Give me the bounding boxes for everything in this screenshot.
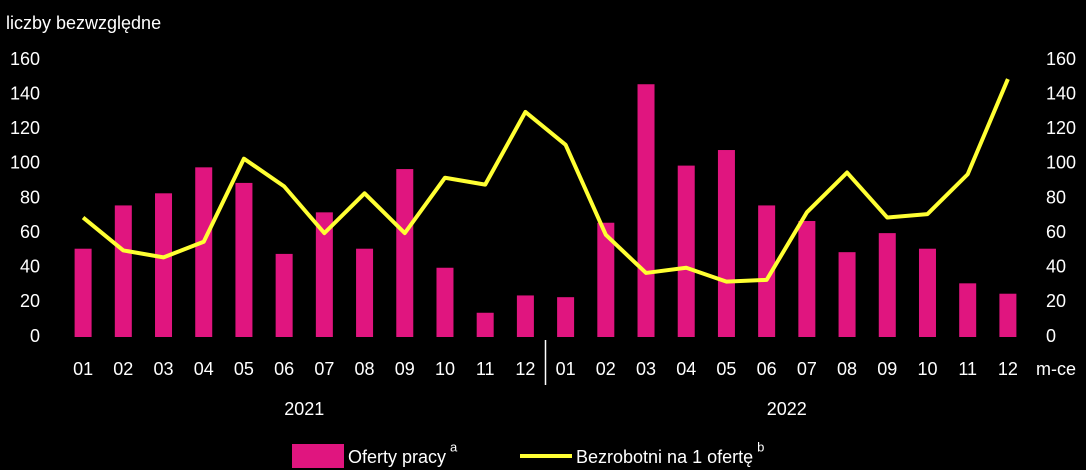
x-tick-label: 12	[998, 359, 1018, 379]
bar	[878, 233, 896, 337]
x-tick-label: 08	[355, 359, 375, 379]
bar	[476, 312, 494, 337]
y-axis-label: liczby bezwzględne	[6, 13, 161, 33]
bar	[677, 165, 695, 337]
y-tick-label: 0	[30, 326, 40, 346]
x-tick-label: 07	[797, 359, 817, 379]
bar	[235, 182, 253, 337]
bar	[918, 248, 936, 337]
x-tick-label: 04	[194, 359, 214, 379]
bar	[155, 193, 173, 337]
y-tick-label: 140	[10, 83, 40, 103]
y-tick-label: 80	[20, 187, 40, 207]
x-tick-label: 06	[274, 359, 294, 379]
x-tick-label: 02	[113, 359, 133, 379]
legend-label: Oferty pracy	[348, 447, 446, 467]
year-label: 2021	[284, 399, 324, 419]
x-tick-label: 09	[877, 359, 897, 379]
line	[81, 78, 1010, 284]
year-label: 2022	[767, 399, 807, 419]
x-tick-label: 11	[958, 359, 977, 379]
bar	[798, 221, 816, 337]
y-tick-label: 40	[20, 257, 40, 277]
x-tick-label: 03	[154, 359, 174, 379]
bar	[74, 248, 92, 337]
y2-tick-label: 160	[1046, 49, 1076, 69]
x-tick-label: 04	[676, 359, 696, 379]
x-tick-label: 02	[596, 359, 616, 379]
legend-label: Bezrobotni na 1 ofertę	[576, 447, 753, 467]
y2-tick-label: 0	[1046, 326, 1056, 346]
bar	[275, 253, 293, 337]
x-axis-label: m-ce	[1036, 359, 1076, 379]
bar	[396, 169, 414, 337]
legend-superscript: a	[450, 439, 458, 454]
y-tick-label: 120	[10, 118, 40, 138]
bar	[315, 212, 333, 337]
y2-tick-label: 80	[1046, 187, 1066, 207]
y2-tick-label: 60	[1046, 222, 1066, 242]
y-tick-label: 20	[20, 291, 40, 311]
y2-tick-label: 120	[1046, 118, 1076, 138]
y-tick-label: 60	[20, 222, 40, 242]
bar	[195, 167, 213, 337]
y2-tick-label: 100	[1046, 153, 1076, 173]
x-tick-label: 07	[314, 359, 334, 379]
bar	[516, 295, 534, 337]
x-tick-label: 08	[837, 359, 857, 379]
y2-tick-label: 40	[1046, 257, 1066, 277]
y-tick-label: 100	[10, 153, 40, 173]
bar	[959, 283, 977, 337]
x-tick-label: 01	[73, 359, 93, 379]
x-tick-label: 06	[757, 359, 777, 379]
y2-tick-label: 20	[1046, 291, 1066, 311]
x-tick-label: 10	[917, 359, 937, 379]
x-tick-label: 12	[515, 359, 535, 379]
x-tick-label: 05	[234, 359, 254, 379]
x-tick-label: 03	[636, 359, 656, 379]
bar	[717, 150, 735, 337]
bar	[758, 205, 776, 337]
bar	[597, 222, 615, 337]
bar	[114, 205, 132, 337]
x-tick-label: 01	[556, 359, 576, 379]
bar	[436, 267, 454, 337]
y2-tick-label: 140	[1046, 83, 1076, 103]
x-tick-label: 11	[476, 359, 495, 379]
bar	[557, 297, 575, 337]
bar	[356, 248, 374, 337]
legend-superscript: b	[757, 439, 764, 454]
x-tick-label: 05	[716, 359, 736, 379]
legend-swatch	[292, 444, 344, 468]
x-tick-label: 10	[435, 359, 455, 379]
y-tick-label: 160	[10, 49, 40, 69]
bar	[838, 252, 856, 337]
bar	[637, 84, 655, 337]
x-tick-label: 09	[395, 359, 415, 379]
bar	[999, 293, 1017, 337]
